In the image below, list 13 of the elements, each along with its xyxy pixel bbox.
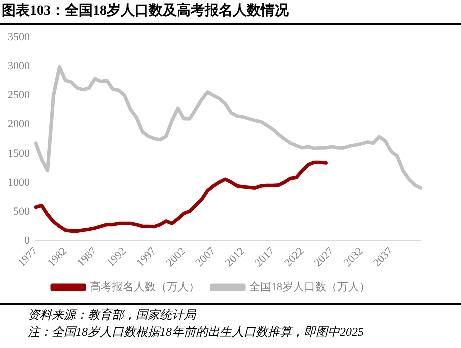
y-tick-label: 1500 — [8, 148, 30, 160]
y-tick-label: 3500 — [8, 31, 30, 44]
text: 资料来源：教育部，国家统计局 — [28, 307, 198, 324]
legend-label: 高考报名人数（万人） — [90, 280, 200, 294]
y-tick-label: 1000 — [8, 176, 30, 189]
y-tick-label: 0 — [24, 235, 30, 247]
y-tick-label: 3000 — [8, 60, 30, 73]
legend-label: 全国18岁人口数（万人） — [250, 281, 370, 294]
text: 注：全国18岁人口数根据18年前的出生人口数推算，即图中2025 — [28, 324, 365, 341]
y-tick-label: 2000 — [8, 118, 30, 131]
y-tick-label: 2500 — [8, 90, 30, 102]
chart-title: 图表103：全国18岁人口数及高考报名人数情况 — [0, 0, 461, 25]
y-tick-label: 500 — [14, 206, 30, 218]
